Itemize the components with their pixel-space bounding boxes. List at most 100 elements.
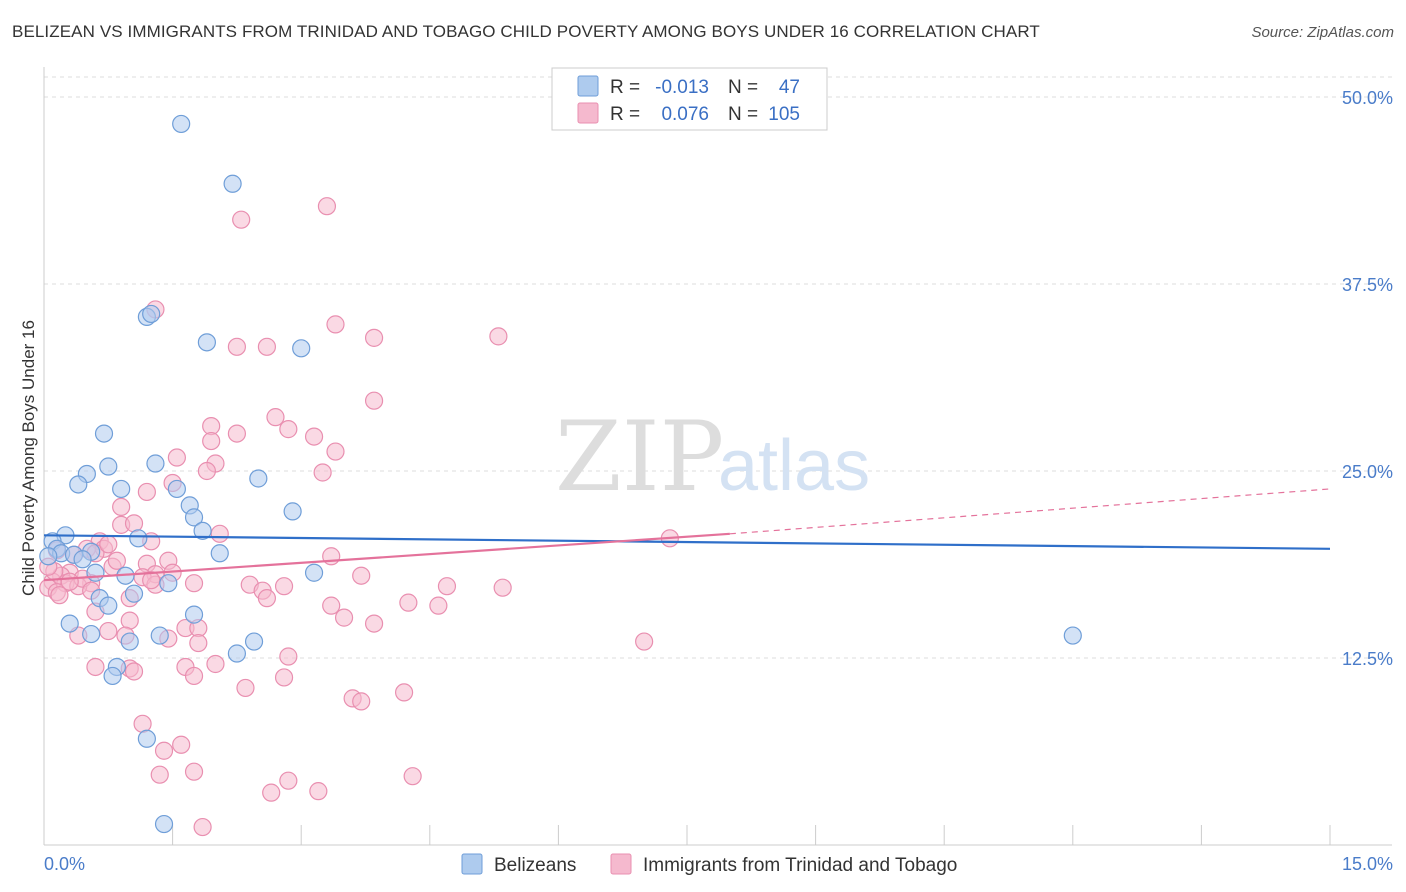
data-point-blue: [99, 596, 118, 615]
legend-n-label: N =: [728, 77, 758, 98]
legend-n-value: 47: [779, 77, 800, 98]
legend-r-label: R =: [610, 77, 640, 98]
data-point-pink: [394, 683, 414, 702]
data-point-blue: [142, 304, 161, 324]
bottom-legend-swatch-blue: [461, 853, 483, 875]
data-point-pink: [317, 197, 337, 216]
data-point-pink: [202, 431, 221, 451]
bottom-legend: Belizeans Immigrants from Trinidad and T…: [461, 853, 957, 876]
trend-line-pink: [43, 532, 730, 582]
data-point-pink: [257, 337, 277, 356]
data-point-blue: [82, 624, 101, 644]
data-point-pink: [399, 593, 418, 612]
data-point-pink: [326, 315, 345, 334]
data-point-pink: [154, 741, 174, 760]
data-point-pink: [352, 566, 371, 585]
data-point-pink: [364, 328, 384, 347]
data-point-blue: [193, 521, 212, 540]
watermark-zip: ZIP: [555, 401, 724, 513]
data-point-blue: [86, 563, 105, 582]
axes-layer: [43, 67, 1392, 846]
y-tick-label: 50.0%: [1342, 88, 1393, 108]
data-point-pink: [326, 442, 345, 461]
data-point-pink: [184, 666, 204, 686]
watermark: ZIP atlas: [555, 401, 870, 513]
data-point-pink: [99, 535, 118, 554]
data-point-pink: [227, 424, 246, 443]
data-point-blue: [99, 457, 118, 476]
data-point-blue: [223, 174, 242, 193]
data-point-pink: [304, 427, 324, 446]
data-point-blue: [197, 333, 216, 352]
y-tick-label: 12.5%: [1342, 649, 1393, 669]
data-point-blue: [244, 632, 264, 651]
data-point-pink: [124, 514, 144, 533]
data-point-pink: [50, 586, 69, 605]
legend-swatch-pink: [577, 102, 599, 124]
data-point-blue: [39, 547, 58, 566]
data-point-pink: [107, 551, 126, 570]
data-point-pink: [142, 571, 161, 590]
data-point-pink: [352, 692, 371, 711]
data-point-pink: [184, 574, 204, 593]
legend-r-value: -0.013: [655, 77, 709, 98]
chart-title: BELIZEAN VS IMMIGRANTS FROM TRINIDAD AND…: [12, 22, 1040, 41]
data-point-blue: [249, 469, 268, 488]
data-point-pink: [274, 668, 294, 687]
data-point-pink: [206, 654, 225, 674]
data-point-pink: [167, 448, 186, 467]
data-point-pink: [232, 210, 251, 229]
data-point-pink: [236, 678, 255, 698]
data-point-pink: [493, 578, 512, 597]
data-point-pink: [172, 735, 191, 754]
series-blue-points: [39, 114, 1082, 834]
data-point-pink: [120, 611, 139, 630]
data-point-pink: [322, 596, 341, 615]
data-point-pink: [334, 608, 354, 627]
data-point-pink: [99, 621, 118, 641]
data-point-pink: [137, 482, 156, 502]
bottom-legend-label-belizeans: Belizeans: [494, 855, 576, 876]
trend-lines: [43, 488, 1331, 582]
data-point-blue: [154, 814, 174, 834]
data-point-blue: [1063, 626, 1082, 645]
data-point-blue: [184, 605, 204, 624]
data-point-blue: [103, 666, 122, 686]
y-axis-label: Child Poverty Among Boys Under 16: [19, 320, 38, 596]
data-point-blue: [94, 424, 114, 443]
source-note: Source: ZipAtlas.com: [1251, 24, 1394, 41]
data-point-blue: [69, 475, 88, 494]
data-point-pink: [313, 463, 332, 482]
legend-swatch-blue: [577, 75, 599, 97]
data-point-pink: [635, 632, 654, 651]
data-point-pink: [184, 762, 204, 781]
data-point-pink: [437, 577, 457, 596]
data-point-blue: [146, 454, 165, 473]
series-pink-points: [39, 197, 679, 837]
data-point-pink: [429, 596, 448, 615]
data-point-blue: [227, 644, 246, 663]
tick-labels: 12.5% 25.0% 37.5% 50.0% 0.0% 15.0%: [44, 88, 1393, 874]
data-point-blue: [137, 729, 156, 748]
trend-line-pink-extension: [729, 488, 1331, 535]
data-point-pink: [210, 524, 229, 543]
data-point-pink: [193, 817, 212, 837]
data-point-blue: [172, 114, 191, 134]
data-point-blue: [210, 544, 229, 563]
data-point-pink: [309, 782, 328, 801]
data-point-pink: [364, 614, 384, 633]
data-point-pink: [112, 497, 131, 517]
data-point-blue: [283, 502, 302, 521]
legend-n-value: 105: [768, 104, 800, 125]
data-point-blue: [150, 626, 169, 645]
data-point-blue: [304, 563, 324, 582]
data-point-pink: [489, 327, 508, 346]
data-point-pink: [197, 461, 216, 481]
data-point-blue: [120, 632, 139, 651]
data-point-pink: [364, 391, 384, 410]
data-point-pink: [124, 662, 144, 681]
data-point-pink: [274, 577, 294, 596]
y-tick-label: 37.5%: [1342, 275, 1393, 295]
data-point-blue: [112, 479, 131, 499]
